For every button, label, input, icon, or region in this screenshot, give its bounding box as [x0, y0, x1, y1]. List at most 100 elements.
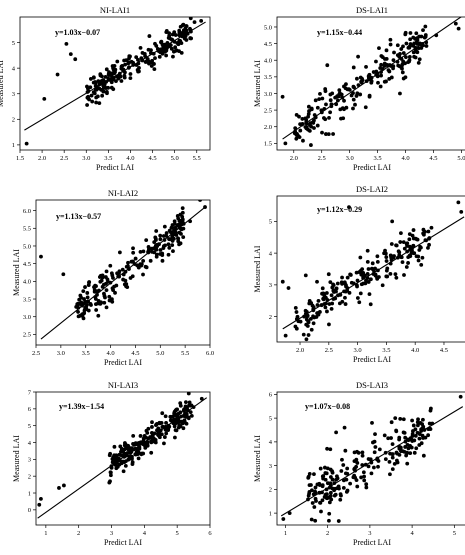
data-point — [349, 93, 354, 98]
data-point — [114, 453, 119, 458]
data-point — [388, 472, 392, 477]
data-point — [144, 265, 149, 270]
data-point — [184, 24, 189, 28]
data-point — [325, 466, 330, 471]
x-tick-label: 5.5 — [193, 155, 201, 162]
data-point — [149, 64, 154, 68]
regression-line — [37, 397, 208, 519]
data-point — [367, 93, 372, 98]
data-point — [141, 451, 146, 456]
data-point — [321, 474, 326, 478]
data-point — [152, 250, 157, 255]
data-point — [427, 242, 431, 247]
data-point — [141, 259, 146, 263]
data-point — [149, 60, 154, 65]
data-point — [122, 75, 127, 80]
data-point — [96, 313, 101, 318]
data-point — [131, 433, 136, 438]
data-point — [356, 450, 361, 455]
data-point — [399, 47, 404, 51]
data-point — [172, 409, 177, 414]
data-point — [319, 509, 323, 514]
data-point — [407, 55, 412, 59]
y-tick-label: 5.5 — [23, 226, 31, 233]
data-point — [319, 108, 324, 113]
regression-line — [282, 216, 465, 330]
data-point — [320, 498, 325, 503]
data-point — [298, 128, 303, 133]
data-point — [429, 406, 433, 411]
x-tick-label: 5.5 — [181, 350, 189, 357]
regression-equation: y=1.07x−0.08 — [305, 402, 350, 411]
data-point — [407, 232, 412, 237]
data-point — [411, 243, 416, 248]
data-point — [177, 242, 181, 247]
data-point — [338, 497, 343, 502]
data-point — [405, 451, 409, 456]
data-point — [334, 286, 339, 291]
data-point — [328, 110, 333, 115]
data-point — [81, 316, 86, 321]
y-tick-label: 4 — [269, 250, 273, 257]
y-tick-label: 4.5 — [23, 261, 31, 268]
data-point — [342, 425, 347, 430]
data-point — [343, 295, 347, 300]
data-point — [426, 433, 431, 438]
data-point — [378, 66, 383, 70]
data-point — [358, 255, 363, 260]
data-point — [320, 286, 325, 291]
data-point — [153, 56, 157, 61]
x-tick-label: 2 — [326, 530, 329, 537]
x-tick-label: 4.0 — [126, 155, 134, 162]
data-point — [403, 75, 408, 80]
data-point — [382, 251, 386, 256]
data-point — [349, 280, 354, 285]
data-point — [348, 272, 353, 277]
data-point — [138, 434, 143, 438]
data-point — [130, 460, 135, 465]
data-point — [416, 417, 420, 422]
data-point — [162, 224, 167, 229]
y-tick-label: 3.0 — [264, 91, 272, 98]
data-point — [138, 249, 143, 254]
data-point — [329, 293, 334, 298]
data-point — [110, 299, 115, 304]
scatter-points — [281, 394, 463, 523]
data-point — [377, 275, 381, 279]
data-point — [388, 271, 393, 276]
data-point — [362, 474, 366, 479]
data-point — [164, 233, 169, 238]
panel-5: NI-LAI3 1 2 3 4 5 6 0 1 2 3 4 5 6 7 Predict LAI Measured… — [12, 380, 212, 547]
data-point — [347, 290, 352, 295]
data-point — [144, 238, 149, 243]
data-point — [395, 458, 399, 463]
data-point — [118, 444, 123, 449]
data-point — [280, 94, 285, 99]
data-point — [152, 67, 157, 72]
data-point — [422, 232, 426, 237]
data-point — [392, 461, 397, 466]
plot-frame — [35, 199, 211, 346]
data-point — [404, 242, 409, 247]
data-point — [121, 459, 126, 464]
data-point — [154, 229, 159, 233]
data-point — [414, 31, 419, 36]
data-point — [91, 75, 96, 80]
data-point — [73, 57, 78, 62]
data-point — [152, 439, 157, 444]
data-point — [326, 132, 331, 137]
data-point — [104, 305, 109, 310]
data-point — [400, 260, 405, 265]
data-point — [417, 436, 422, 441]
data-point — [153, 235, 158, 240]
data-point — [416, 423, 420, 428]
data-point — [343, 448, 348, 453]
data-point — [178, 419, 183, 424]
x-axis-label: Predict LAI — [353, 355, 391, 364]
x-tick-label: 2.5 — [32, 350, 40, 357]
data-point — [169, 225, 174, 230]
data-point — [142, 443, 147, 448]
data-point — [393, 416, 398, 421]
data-point — [423, 435, 428, 440]
data-point — [131, 246, 135, 251]
